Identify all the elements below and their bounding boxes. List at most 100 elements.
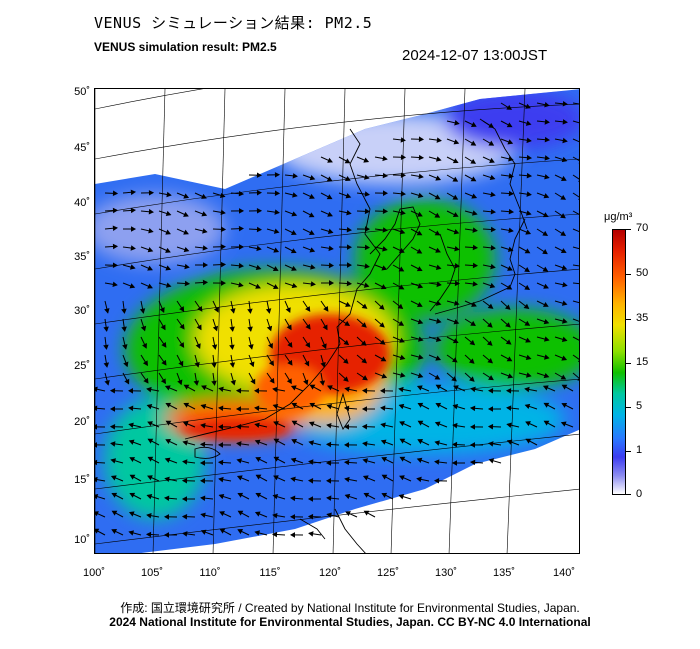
wind-vector-head [468,358,475,364]
wind-vector-head [164,385,171,391]
wind-vector-head [470,320,476,326]
wind-vector-head [217,405,224,411]
wind-vector-head [148,208,155,215]
wind-vector-head [182,531,188,537]
wind-vector-head [417,192,424,198]
wind-vector-head [291,211,298,217]
wind-vector-head [308,421,315,427]
wind-vector-head [127,388,133,394]
colorbar-tick [626,494,631,495]
wind-vector-head [201,385,207,391]
wind-vector-head [253,388,259,394]
wind-vector-head [506,405,512,411]
wind-vector-head [543,336,550,342]
wind-vector-head [95,528,100,534]
wind-vector-head [147,438,154,444]
colorbar-tick [626,229,631,230]
wind-vector-head [398,320,405,326]
wind-vector-head [398,266,405,272]
colorbar [612,229,626,495]
wind-vector-head [524,267,530,273]
wind-vector-head [219,528,226,534]
wind-vector-head [525,210,532,216]
wind-vector-head [560,175,567,181]
wind-vector-head [379,388,385,394]
wind-vector-head [399,475,405,481]
wind-vector-head [129,264,136,270]
wind-vector-head [274,190,281,197]
wind-vector-head [326,422,332,429]
wind-vector-head [183,229,189,235]
wind-vector-head [379,322,385,328]
lat-label-10: 10˚ [74,534,90,546]
map-title-jp: VENUS シミュレーション結果: PM2.5 [94,14,373,32]
wind-vector-head [400,137,406,143]
wind-vector [572,372,579,379]
wind-vector-head [488,122,495,128]
wind-vector-head [183,193,190,199]
wind-vector-head [111,529,118,534]
wind-vector-head [343,459,350,466]
lon-label-125: 125˚ [376,567,400,579]
wind-vector-head [238,225,245,232]
wind-vector-head [129,283,136,289]
wind-vector-head [273,228,280,234]
wind-vector-head [383,190,389,196]
wind-vector-head [543,283,549,289]
wind-vector-head [544,174,550,180]
wind-vector-head [103,362,110,368]
wind-vector-head [542,266,549,272]
wind-vector-head [454,245,460,252]
graticule [95,89,579,553]
wind-vector-head [381,456,388,462]
wind-vector-head [361,303,368,309]
wind-vector-head [211,380,217,386]
wind-vector-head [346,209,352,216]
wind-vector-head [506,122,513,128]
wind-vector-head [165,282,172,288]
wind-vector-head [218,476,224,483]
wind-vector-head [103,344,109,350]
wind-vector-head [182,421,189,427]
wind-vector-head [104,308,110,314]
wind-vector-head [128,422,134,428]
wind-vector-head [543,354,550,360]
wind-vector-head [326,176,333,182]
wind-vector-head [381,373,388,379]
colorbar-label-15: 15 [636,356,649,368]
wind-vector-head [236,441,242,447]
wind-vector-head [452,194,459,200]
colorbar-label-1: 1 [636,444,643,456]
wind-vector-head [320,361,326,368]
wind-vector-head [524,320,531,326]
wind-vector-head [140,325,147,332]
wind-vector-head [321,343,327,350]
wind-vector-head [201,193,207,199]
wind-vector-head [95,386,98,393]
wind-vector-head [184,280,191,287]
wind-vector-head [560,374,567,380]
wind-vector-head [200,403,207,410]
wind-vector-head [435,156,442,162]
wind-vector-head [380,284,387,290]
wind-vector-head [508,208,515,215]
wind-vector-head [129,474,136,480]
wind-vector-head [201,211,208,217]
wind-vector-head [490,226,497,233]
wind-vector-head [344,176,351,181]
wind-vector-head [399,438,406,444]
wind-vector-head [305,342,311,348]
wind-vector-head [364,244,371,251]
wind-vector-head [308,531,314,537]
credit-line: 作成: 国立環境研究所 / Created by National Instit… [120,601,580,615]
wind-vector-head [292,173,298,179]
wind-vector-head [164,476,170,483]
wind-vector-head [217,459,224,466]
lon-label-120: 120˚ [318,567,342,579]
wind-vector-head [329,280,335,286]
wind-vector-head [273,475,279,481]
wind-vector-head [159,307,165,313]
wind-vector-head [148,190,155,196]
wind-vector-head [291,420,298,426]
wind-vector-head [272,494,279,500]
